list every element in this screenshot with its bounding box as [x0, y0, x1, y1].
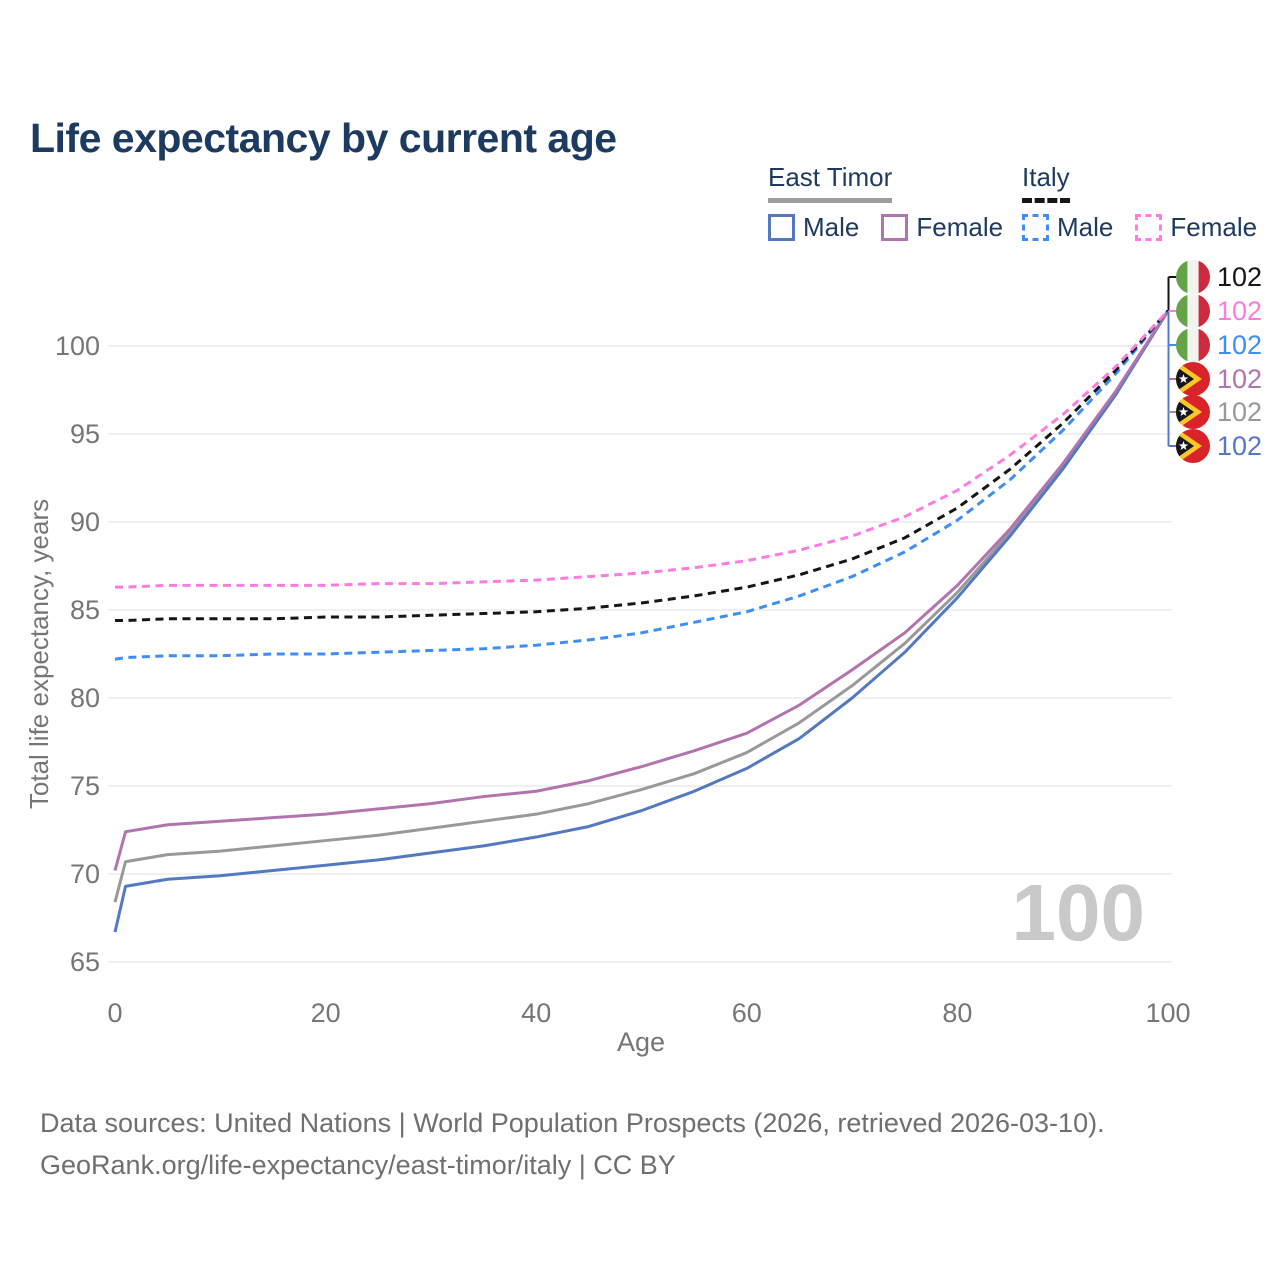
end-label-row: 102	[1176, 260, 1262, 294]
series-line-italy	[115, 309, 1170, 623]
legend-group-east-timor: East Timor Male Female	[768, 162, 1003, 243]
x-tick-label: 100	[1145, 998, 1190, 1028]
y-tick-label: 75	[70, 771, 100, 801]
y-tick-label: 100	[55, 331, 100, 361]
x-tick-label: 60	[732, 998, 762, 1028]
end-label-value: 102	[1217, 431, 1263, 461]
y-tick-label: 80	[70, 683, 100, 713]
footer-data-sources: Data sources: United Nations | World Pop…	[40, 1108, 1105, 1138]
x-tick-label: 0	[107, 998, 122, 1028]
y-tick-label: 70	[70, 859, 100, 889]
x-tick-label: 40	[521, 998, 551, 1028]
line-swatch-icon	[881, 214, 909, 241]
legend-country-italy[interactable]: Italy	[1022, 162, 1070, 203]
y-tick-label: 85	[70, 595, 100, 625]
legend-item-label: Female	[916, 212, 1004, 242]
legend-item-label: Male	[803, 212, 860, 242]
y-tick-label: 90	[70, 507, 100, 537]
age-counter-watermark: 100	[1011, 868, 1145, 957]
east-timor-flag-icon	[1176, 429, 1210, 463]
italy-flag-icon	[1176, 328, 1210, 362]
series-line-east-timor-male	[113, 310, 1170, 933]
end-label-row: 102	[1176, 429, 1262, 463]
legend-item-italy-female[interactable]: Female	[1135, 212, 1257, 243]
italy-flag-icon	[1176, 260, 1210, 294]
end-label-row: 102	[1176, 362, 1262, 396]
end-label-value: 102	[1217, 364, 1263, 394]
legend-item-label: Male	[1057, 212, 1114, 242]
end-label-row: 102	[1176, 294, 1262, 328]
footer-attribution: GeoRank.org/life-expectancy/east-timor/i…	[40, 1150, 676, 1180]
end-label-value: 102	[1217, 296, 1263, 326]
end-label-row: 102	[1176, 395, 1262, 429]
line-swatch-icon	[768, 214, 795, 241]
end-label-value: 102	[1217, 262, 1263, 292]
east-timor-flag-icon	[1176, 362, 1210, 396]
legend-item-east-timor-male[interactable]: Male	[768, 212, 859, 243]
legend-items-italy: Male Female	[1022, 212, 1257, 243]
dashed-line-swatch-icon	[1135, 214, 1163, 241]
series-line-italy-male	[114, 309, 1170, 661]
x-tick-label: 20	[311, 998, 341, 1028]
series-line-east-timor-female	[113, 309, 1170, 871]
legend-item-italy-male[interactable]: Male	[1022, 212, 1113, 243]
page-title: Life expectancy by current age	[30, 115, 617, 162]
legend-item-label: Female	[1170, 212, 1258, 242]
end-label-value: 102	[1217, 330, 1263, 360]
footer: Data sources: United Nations | World Pop…	[40, 1102, 1105, 1186]
y-tick-label: 65	[70, 947, 100, 977]
end-label-row: 102	[1176, 328, 1262, 362]
east-timor-flag-icon	[1176, 395, 1210, 429]
x-axis-title: Age	[617, 1027, 665, 1057]
legend-items-east-timor: Male Female	[768, 212, 1003, 243]
italy-flag-icon	[1176, 294, 1210, 328]
end-label-value: 102	[1217, 397, 1263, 427]
y-tick-label: 95	[70, 419, 100, 449]
series-line-east-timor	[113, 309, 1170, 903]
legend-group-italy: Italy Male Female	[1022, 162, 1257, 243]
legend-item-east-timor-female[interactable]: Female	[881, 212, 1003, 243]
legend-country-east-timor[interactable]: East Timor	[768, 162, 893, 203]
dashed-line-swatch-icon	[1022, 214, 1049, 241]
x-tick-label: 80	[942, 998, 972, 1028]
y-axis-title: Total life expectancy, years	[24, 499, 54, 809]
series-line-italy-female	[115, 309, 1170, 589]
